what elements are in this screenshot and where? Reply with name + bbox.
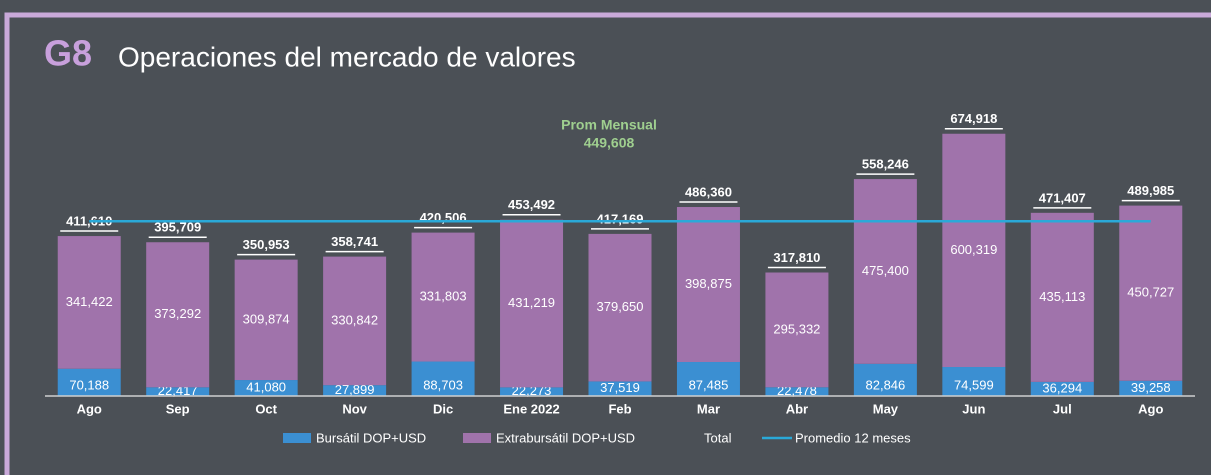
bar-segment xyxy=(234,259,298,381)
x-tick-label: Jul xyxy=(1053,401,1072,416)
value-label: 309,874 xyxy=(243,311,290,326)
bar-segment xyxy=(500,387,564,396)
legend-label: Extrabursátil DOP+USD xyxy=(496,430,635,445)
x-tick-label: Dic xyxy=(433,401,453,416)
bar-segment xyxy=(146,242,210,388)
bar-segment xyxy=(411,361,475,396)
total-label: 453,492 xyxy=(508,197,555,212)
bar-segment xyxy=(853,179,917,364)
bar-segment xyxy=(765,272,829,388)
legend-swatch xyxy=(283,433,311,443)
total-label: 674,918 xyxy=(950,111,997,126)
x-tick-label: Ago xyxy=(77,401,102,416)
x-tick-label: Feb xyxy=(608,401,631,416)
value-label: 36,294 xyxy=(1042,380,1082,395)
value-label: 87,485 xyxy=(689,377,729,392)
value-label: 341,422 xyxy=(66,294,113,309)
bar-segment xyxy=(1119,380,1183,396)
total-label: 471,407 xyxy=(1039,190,1086,205)
legend-label: Total xyxy=(704,430,732,445)
value-label: 295,332 xyxy=(773,321,820,336)
x-tick-label: Sep xyxy=(166,401,190,416)
legend-label: Bursátil DOP+USD xyxy=(316,430,426,445)
value-label: 435,113 xyxy=(1039,289,1085,304)
x-tick-label: Nov xyxy=(342,401,367,416)
total-label: 417,169 xyxy=(597,211,644,226)
legend-label: Promedio 12 meses xyxy=(795,430,911,445)
bar-segment xyxy=(500,219,564,388)
value-label: 475,400 xyxy=(862,263,909,278)
value-label: 82,846 xyxy=(866,377,906,392)
x-tick-label: Abr xyxy=(786,401,808,416)
bar-segment xyxy=(942,133,1006,368)
value-label: 600,319 xyxy=(950,242,997,257)
x-tick-label: May xyxy=(873,401,899,416)
bar-segment xyxy=(1119,205,1183,381)
bar-segment xyxy=(765,387,829,396)
total-label: 317,810 xyxy=(773,250,820,265)
bar-segment xyxy=(942,367,1006,396)
value-label: 379,650 xyxy=(597,299,644,314)
bar-segment xyxy=(146,387,210,396)
bar-segment xyxy=(411,232,475,362)
x-tick-label: Mar xyxy=(697,401,720,416)
value-label: 88,703 xyxy=(423,377,463,392)
value-label: 27,899 xyxy=(335,382,375,397)
total-label: 395,709 xyxy=(154,220,201,235)
value-label: 70,188 xyxy=(69,377,109,392)
chart-title: Operaciones del mercado de valores xyxy=(118,41,576,72)
value-label: 373,292 xyxy=(154,306,201,321)
x-tick-label: Oct xyxy=(255,401,277,416)
total-label: 489,985 xyxy=(1127,183,1174,198)
total-label: 350,953 xyxy=(243,237,290,252)
annotation: Prom Mensual xyxy=(561,117,657,133)
bar-segment xyxy=(588,233,652,382)
total-label: 358,741 xyxy=(331,234,378,249)
bar-segment xyxy=(853,363,917,396)
bar-segment xyxy=(57,236,121,369)
value-label: 37,519 xyxy=(600,380,640,395)
value-label: 450,727 xyxy=(1127,285,1174,300)
total-label: 558,246 xyxy=(862,157,909,172)
bar-segment xyxy=(323,256,387,386)
value-label: 41,080 xyxy=(246,379,286,394)
bar-segment xyxy=(676,207,740,363)
bar-segment xyxy=(323,385,387,396)
total-label: 411,610 xyxy=(66,213,112,228)
annotation-value: 449,608 xyxy=(584,135,635,151)
total-label: 486,360 xyxy=(685,184,732,199)
frame xyxy=(4,12,1211,475)
value-label: 330,842 xyxy=(331,312,378,327)
bar-segment xyxy=(1030,212,1094,382)
x-tick-label: Ago xyxy=(1138,401,1163,416)
legend-swatch xyxy=(463,433,491,443)
bar-segment xyxy=(57,368,121,396)
value-label: 398,875 xyxy=(685,276,732,291)
bar-segment xyxy=(1030,381,1094,396)
x-tick-label: Ene 2022 xyxy=(503,401,559,416)
title-code: G8 xyxy=(44,33,92,74)
bar-segment xyxy=(588,381,652,396)
value-label: 431,219 xyxy=(508,295,555,310)
x-tick-label: Jun xyxy=(962,401,985,416)
value-label: 74,599 xyxy=(954,377,994,392)
value-label: 39,258 xyxy=(1131,380,1171,395)
total-label: 420,506 xyxy=(420,210,467,225)
value-label: 331,803 xyxy=(420,289,467,304)
bar-segment xyxy=(234,380,298,396)
bar-segment xyxy=(676,362,740,396)
